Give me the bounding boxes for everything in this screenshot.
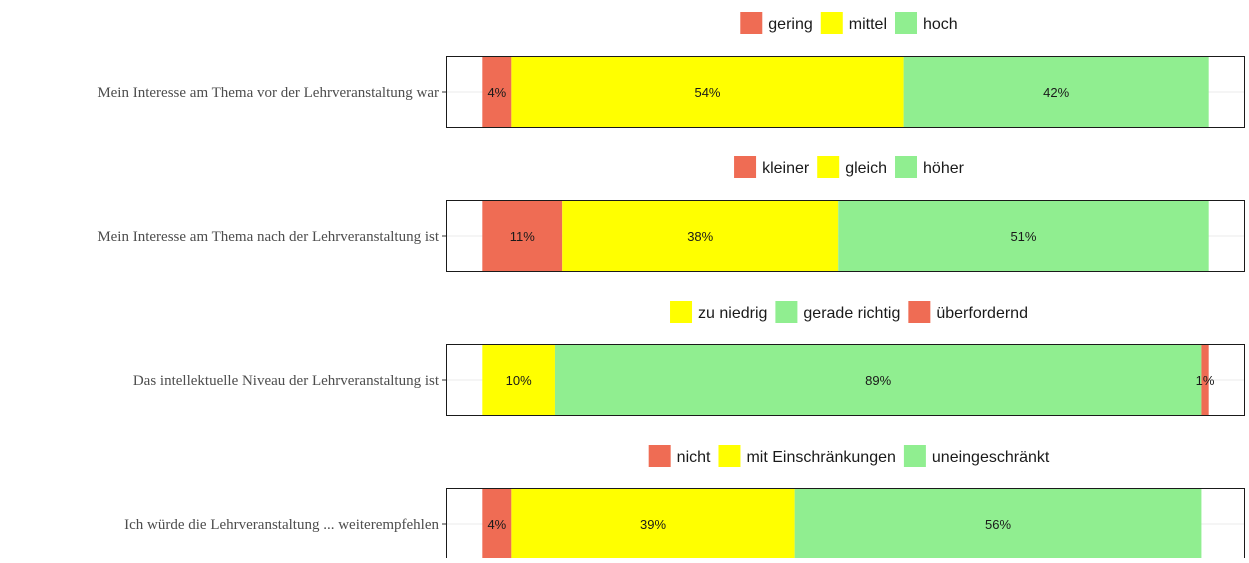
bar-segment xyxy=(794,488,1202,560)
bar-segment xyxy=(562,200,839,272)
legend: zu niedrig gerade richtig überfordernd xyxy=(670,301,1028,323)
bar-segment xyxy=(511,56,904,128)
chart-1: 4% 54% 42% Mein Interesse am Thema vor der … xyxy=(97,12,1245,128)
bar-segment xyxy=(482,56,512,128)
data-label: 56% xyxy=(985,517,1011,532)
legend-label: nicht xyxy=(677,449,711,466)
legend-swatch xyxy=(718,445,741,467)
legend-swatch xyxy=(820,12,843,34)
legend-swatch xyxy=(903,445,926,467)
data-label: 11% xyxy=(510,229,535,244)
data-label: 10% xyxy=(506,373,532,388)
legend-label: höher xyxy=(923,160,965,177)
legend-swatch xyxy=(895,12,918,34)
legend-swatch xyxy=(648,445,671,467)
legend-label: mit Einschränkungen xyxy=(746,449,895,466)
data-label: 51% xyxy=(1010,229,1036,244)
chart-4: 4% 39% 56% Ich würde die Lehrveranstaltung … xyxy=(124,445,1245,560)
legend-label: hoch xyxy=(923,16,958,33)
category-label: Mein Interesse am Thema vor der Lehrvera… xyxy=(97,85,439,101)
bar-segment xyxy=(554,344,1202,416)
legend-label: kleiner xyxy=(762,160,810,177)
legend: nicht mit Einschränkungen uneingeschränkt xyxy=(648,445,1050,467)
legend-label: gerade richtig xyxy=(803,305,900,322)
bar-segment xyxy=(482,200,563,272)
data-label: 54% xyxy=(694,85,720,100)
bar-segment xyxy=(511,488,795,560)
panel-border xyxy=(446,200,1245,272)
panel-border xyxy=(446,344,1245,416)
panel-border xyxy=(446,56,1245,128)
data-label: 4% xyxy=(487,517,506,532)
bar-segment xyxy=(838,200,1209,272)
chart-3: 10% 89% 1% Das intellektuelle Niveau der Le… xyxy=(133,301,1245,416)
legend-label: zu niedrig xyxy=(698,305,767,322)
bar-segment xyxy=(903,56,1209,128)
legend-label: gleich xyxy=(845,160,887,177)
data-label: 42% xyxy=(1043,85,1069,100)
legend-swatch xyxy=(908,301,931,323)
chart-2: 11% 38% 51% Mein Interesse am Thema nach de… xyxy=(97,156,1245,272)
legend-swatch xyxy=(670,301,693,323)
legend: gering mittel hoch xyxy=(740,12,958,34)
category-label: Ich würde die Lehrveranstaltung ... weit… xyxy=(124,517,439,533)
bar-segment xyxy=(482,344,555,416)
bar-segment xyxy=(1201,344,1209,416)
legend-label: überfordernd xyxy=(936,305,1028,322)
legend: kleiner gleich höher xyxy=(734,156,965,178)
legend-swatch xyxy=(734,156,757,178)
bar-segment xyxy=(482,488,512,560)
data-label: 89% xyxy=(865,373,891,388)
legend-label: mittel xyxy=(849,16,887,33)
data-label: 1% xyxy=(1196,373,1215,388)
category-label: Mein Interesse am Thema nach der Lehrver… xyxy=(97,229,440,245)
legend-swatch xyxy=(740,12,763,34)
category-label: Das intellektuelle Niveau der Lehrverans… xyxy=(133,373,440,389)
legend-swatch xyxy=(895,156,918,178)
data-label: 39% xyxy=(640,517,666,532)
legend-swatch xyxy=(775,301,798,323)
legend-label: uneingeschränkt xyxy=(932,449,1050,466)
data-label: 38% xyxy=(687,229,713,244)
legend-label: gering xyxy=(768,16,812,33)
legend-swatch xyxy=(817,156,840,178)
data-label: 4% xyxy=(487,85,506,100)
